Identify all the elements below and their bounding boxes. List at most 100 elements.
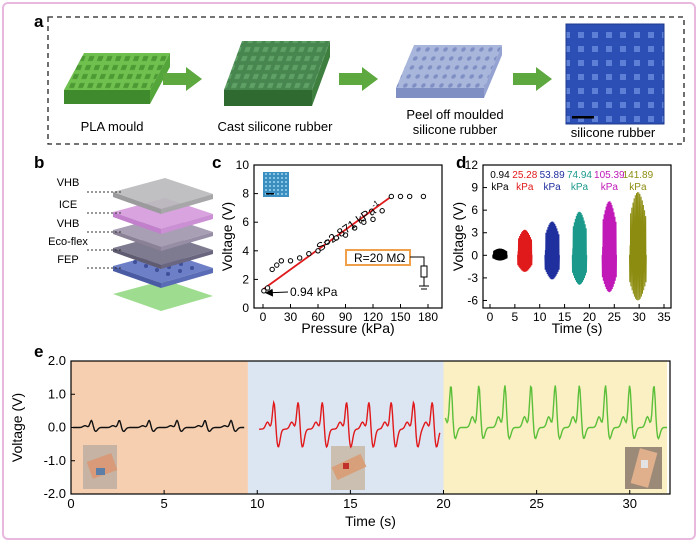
e-ytick-label-3: 1.0 xyxy=(48,386,66,401)
c-data-point xyxy=(269,266,275,273)
d-xtick-label-5: 25 xyxy=(608,310,622,324)
step-label-pla-mould: PLA mould xyxy=(81,119,144,134)
c-xlabel: Pressure (kPa) xyxy=(301,320,394,336)
cast-rubber-illustration xyxy=(224,41,330,106)
d-xtick-label-4: 20 xyxy=(583,310,597,324)
d-series-line-4 xyxy=(601,201,617,293)
c-data-point xyxy=(370,216,376,223)
chart-d-frame xyxy=(482,164,672,309)
layer-label-vhb-top: VHB xyxy=(57,177,80,189)
peeled-rubber-illustration xyxy=(396,45,502,98)
elbow-photo xyxy=(331,446,367,490)
d-series-line-5 xyxy=(629,192,647,301)
chart-c: 0 30 60 90 120 150 180 0 2 4 6 8 10 Pressure (kPa) Vol… xyxy=(219,158,443,336)
base-layer xyxy=(113,280,213,311)
d-series-label-4: 105.39 xyxy=(594,170,625,181)
d-series-line-3 xyxy=(571,211,588,285)
c-data-point xyxy=(397,193,404,200)
silicone-rubber-photo xyxy=(565,23,665,125)
c-data-point xyxy=(287,258,294,264)
d-series-unit-0: kPa xyxy=(491,182,509,193)
c-ytick-label-0: 0 xyxy=(242,301,249,315)
c-data-point xyxy=(278,258,285,264)
c-xtick-label-1: 30 xyxy=(284,310,298,324)
e-ytick-label-2: 0.0 xyxy=(48,420,66,435)
c-data-point xyxy=(274,262,280,268)
e-xtick-label-1: 5 xyxy=(161,496,168,511)
pla-mould-illustration xyxy=(64,53,170,104)
layer-label-ecoflex: Eco-flex xyxy=(48,236,88,248)
arrow-icon-2 xyxy=(339,67,378,91)
c-xtick-label-0: 0 xyxy=(260,310,267,324)
d-ytick-label-3: 3 xyxy=(471,226,478,240)
d-xtick-label-7: 35 xyxy=(657,310,671,324)
c-data-point xyxy=(296,255,303,261)
panel-a: PLA mould Cast silicone rubber Peel off … xyxy=(47,16,685,145)
e-xtick-label-3: 15 xyxy=(343,496,357,511)
d-xtick-label-2: 10 xyxy=(533,310,547,324)
step-label-cast-rubber: Cast silicone rubber xyxy=(218,119,334,134)
c-data-point xyxy=(342,232,349,238)
d-ytick-label-5: 9 xyxy=(471,181,478,195)
c-ytick-label-2: 4 xyxy=(242,244,249,258)
panel-d-label: d xyxy=(456,153,467,172)
d-ytick-label-2: 0 xyxy=(471,248,478,262)
step-label-peel-off: Peel off moulded silicone rubber xyxy=(406,107,503,137)
d-series-label-0: 0.94 xyxy=(490,170,510,181)
c-resistance-annotation: R=20 MΩ xyxy=(354,251,405,265)
c-min-pressure-arrow xyxy=(264,288,289,297)
circuit-inset-icon xyxy=(345,249,429,290)
d-series-line-2 xyxy=(544,221,560,280)
c-data-point xyxy=(351,225,358,231)
e-xtick-label-5: 25 xyxy=(529,496,543,511)
d-series-label-1: 25.28 xyxy=(512,170,537,181)
chart-e: 0 5 10 15 20 25 30 -2.0 -1.0 0.0 1.0 2.0 Time (s) Vol… xyxy=(9,353,671,529)
d-ytick-label-6: 12 xyxy=(465,158,479,172)
e-ytick-label-0: -2.0 xyxy=(44,486,66,501)
d-ytick-label-0: -6 xyxy=(467,293,478,307)
panel-c-label: c xyxy=(212,153,222,172)
panel-b-label: b xyxy=(34,153,45,172)
step-label-silicone-rubber: silicone rubber xyxy=(571,125,656,140)
c-data-point xyxy=(324,239,330,245)
c-slope-annotation: S=2.871 kPa-1 xyxy=(313,198,384,254)
c-data-point xyxy=(406,193,413,200)
c-xtick-label-2: 60 xyxy=(311,310,325,324)
layer-label-vhb-bottom: VHB xyxy=(57,218,80,230)
d-series-line-1 xyxy=(517,229,533,272)
e-xtick-label-4: 20 xyxy=(436,496,450,511)
c-data-point xyxy=(333,235,340,241)
d-ylabel: Voltage (V) xyxy=(450,202,466,271)
panel-e-label: e xyxy=(34,342,44,361)
c-data-point xyxy=(306,250,312,257)
e-xtick-label-6: 30 xyxy=(623,496,637,511)
d-series-unit-1: kPa xyxy=(516,182,534,193)
c-ytick-label-5: 10 xyxy=(236,158,250,172)
chart-c-inset-photo xyxy=(263,172,289,197)
chart-c-frame xyxy=(253,164,443,309)
c-xtick-label-4: 120 xyxy=(363,310,383,324)
e-ytick-label-4: 2.0 xyxy=(48,353,66,368)
c-xtick-label-6: 180 xyxy=(418,310,438,324)
c-xtick-label-3: 90 xyxy=(339,310,353,324)
e-ytick-label-1: -1.0 xyxy=(44,453,66,468)
knee-photo xyxy=(625,447,662,489)
vhb-layer-upper xyxy=(113,178,213,209)
d-xtick-label-0: 0 xyxy=(487,310,494,324)
e-xlabel: Time (s) xyxy=(345,513,396,529)
d-series-unit-2: kPa xyxy=(544,182,562,193)
d-ytick-label-1: -3 xyxy=(467,271,478,285)
c-data-point xyxy=(420,193,427,200)
c-data-point xyxy=(264,285,271,291)
e-xtick-label-2: 10 xyxy=(250,496,264,511)
d-series-unit-4: kPa xyxy=(601,182,619,193)
d-xtick-label-1: 5 xyxy=(512,310,519,324)
d-series-label-3: 74.94 xyxy=(567,170,592,181)
panel-a-dashed-box xyxy=(47,16,685,145)
d-xtick-label-6: 30 xyxy=(632,310,646,324)
layer-label-fep: FEP xyxy=(57,254,78,266)
c-ylabel: Voltage (V) xyxy=(219,202,235,271)
e-series-line-0 xyxy=(72,419,245,433)
